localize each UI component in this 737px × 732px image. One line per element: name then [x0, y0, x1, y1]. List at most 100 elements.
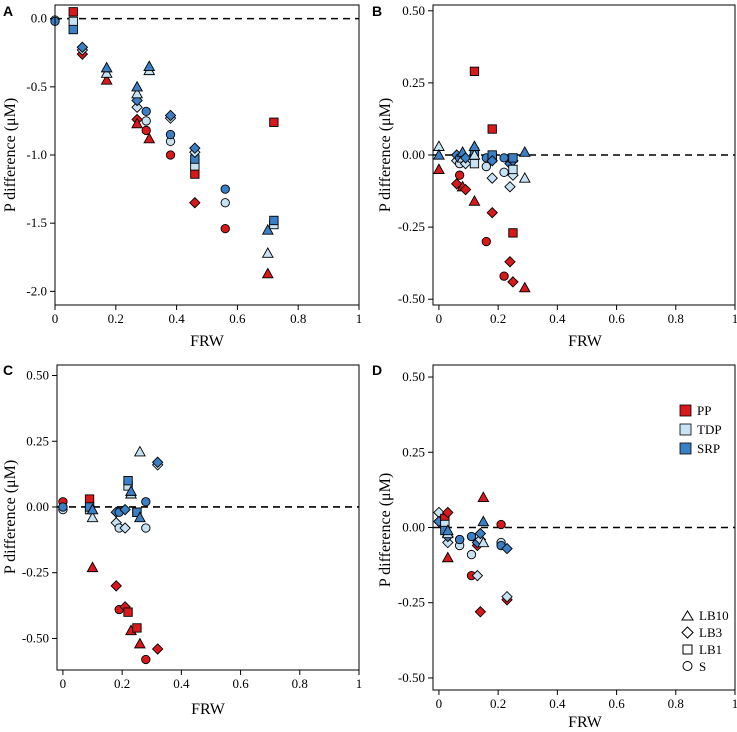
data-point-lb3-pp	[507, 276, 519, 288]
panel-d-ylabel: P difference (μM)	[377, 473, 394, 587]
y-tick-label: -0.50	[22, 630, 49, 645]
data-point-lb3-pp	[504, 255, 516, 268]
legend-label-srp: SRP	[697, 441, 720, 456]
panel-b-ylabel: P difference (μM)	[377, 98, 394, 212]
data-point-lb1-srp	[508, 153, 518, 163]
panel-letter-c: C	[3, 362, 13, 378]
data-point-lb1-srp	[132, 507, 142, 517]
legend-square-icon	[682, 644, 693, 655]
panel-b-points	[432, 66, 531, 293]
data-point-lb10-pp	[518, 281, 531, 293]
y-tick-label: 0.50	[26, 368, 49, 383]
data-point-lb10-pp	[261, 267, 274, 279]
data-point-lb3-pp	[151, 643, 164, 655]
data-point-lb10-srp	[261, 223, 274, 235]
data-point-lb1-pp	[487, 124, 497, 134]
data-point-lb10-tdp	[131, 87, 144, 99]
y-tick-label: -2.0	[26, 283, 47, 298]
x-tick-label: 0.2	[490, 311, 506, 326]
panel-b-x-ticks: 0 0.2 0.4 0.6 0.8 1	[436, 305, 737, 326]
data-point-lb10-pp	[100, 73, 113, 85]
data-point-lb3-pp	[459, 183, 472, 196]
x-tick-label: 0.6	[608, 311, 625, 326]
color-legend: PP TDP SRP	[679, 403, 722, 456]
data-point-lb1-pp	[508, 228, 518, 238]
x-tick-label: 0.4	[549, 696, 566, 711]
data-point-lb10-pp	[477, 491, 490, 503]
data-point-s-srp	[220, 184, 230, 194]
data-point-s-srp	[499, 153, 509, 163]
legend-label-lb3: LB3	[699, 625, 722, 640]
data-point-lb3-srp	[486, 155, 498, 167]
y-tick-label: 0.50	[402, 369, 425, 384]
data-point-lb3-srp	[164, 109, 177, 122]
x-tick-label: 0.6	[229, 311, 246, 326]
panel-a: A 0 0.2 0.4 0.6 0.8 1 0.0 -0.5 -1.0 -1.5 -2.0 FRW…	[2, 3, 362, 350]
data-point-s-tdp	[220, 198, 230, 208]
data-point-s-pp	[454, 170, 465, 180]
legend-swatch-pp	[679, 404, 692, 417]
data-point-lb3-pp	[189, 196, 201, 209]
panel-d-frame	[432, 364, 736, 691]
data-point-s-srp	[454, 534, 465, 545]
panel-a-y-ticks: 0.0 -0.5 -1.0 -1.5 -2.0	[26, 11, 55, 298]
panel-a-xlabel: FRW	[190, 333, 225, 350]
y-tick-label: -1.0	[26, 147, 47, 162]
data-point-lb1-tdp	[469, 159, 480, 169]
panel-d-y-ticks: 0.50 0.25 0.00 -0.25 -0.50	[398, 369, 433, 685]
data-point-lb3-tdp	[501, 590, 513, 603]
data-point-lb1-tdp	[508, 164, 518, 175]
data-point-lb3-srp	[474, 527, 487, 540]
legend-swatch-srp	[679, 442, 692, 455]
data-point-lb3-pp	[442, 506, 454, 519]
data-point-lb10-tdp	[518, 171, 531, 183]
data-point-lb10-srp	[86, 503, 99, 515]
data-point-lb10-srp	[131, 80, 144, 92]
x-tick-label: 0.8	[292, 676, 308, 691]
panel-c-points	[58, 445, 164, 665]
data-point-s-pp	[499, 271, 509, 281]
panel-c-x-ticks: 0 0.2 0.4 0.6 0.8 1	[60, 670, 362, 691]
data-point-lb10-pp	[133, 637, 146, 649]
panel-b: B 0 0.2 0.4 0.6 0.8 1 0.500.250.00-0.25-0.50 …	[372, 3, 737, 350]
legend-swatch-tdp	[679, 423, 692, 436]
y-tick-label: 0.25	[402, 75, 425, 90]
data-point-lb1-pp	[190, 169, 200, 179]
y-tick-label: 0.25	[26, 433, 49, 448]
data-point-s-srp	[141, 106, 151, 117]
data-point-lb3-srp	[151, 456, 164, 469]
data-point-lb3-tdp	[486, 172, 498, 184]
legend-diamond-icon	[681, 626, 694, 639]
x-tick-label: 0.2	[108, 311, 124, 326]
panel-c: C 0 0.2 0.4 0.6 0.8 1 0.500.250.00-0.25-0.50 …	[2, 362, 362, 718]
x-tick-label: 0.4	[173, 676, 190, 691]
data-point-lb3-tdp	[131, 101, 143, 114]
data-point-lb10-tdp	[86, 511, 99, 523]
data-point-lb10-pp	[143, 132, 156, 144]
data-point-lb1-pp	[123, 607, 133, 617]
data-point-lb3-srp	[501, 542, 513, 555]
shape-legend: LB10 LB3 LB1 S	[681, 608, 729, 674]
data-point-lb3-srp	[119, 503, 131, 516]
panel-b-frame	[432, 4, 736, 306]
legend-label-tdp: TDP	[697, 422, 722, 437]
data-point-lb3-pp	[110, 580, 122, 592]
data-point-s-srp	[165, 129, 176, 140]
data-point-lb3-tdp	[119, 522, 131, 534]
data-point-s-pp	[165, 150, 176, 160]
x-tick-label: 1	[732, 696, 737, 711]
data-point-s-srp	[141, 497, 151, 507]
x-tick-label: 1	[356, 311, 363, 326]
data-point-s-pp	[220, 223, 230, 234]
x-tick-label: 0.4	[549, 311, 566, 326]
data-point-lb3-tdp	[471, 569, 484, 582]
data-point-lb1-pp	[132, 623, 142, 633]
y-tick-label: 0.00	[26, 499, 49, 514]
data-point-lb10-pp	[468, 195, 481, 206]
data-point-s-tdp	[141, 523, 151, 533]
data-point-lb10-srp	[441, 524, 454, 536]
x-tick-label: 0.2	[114, 676, 130, 691]
legend-triangle-icon	[681, 610, 694, 621]
data-point-s-tdp	[499, 167, 509, 177]
